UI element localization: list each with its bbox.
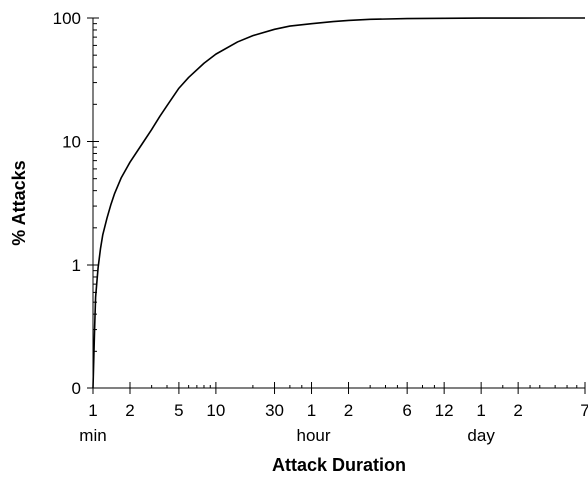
x-tick-label: 5	[174, 401, 183, 420]
x-unit-label: min	[79, 426, 106, 445]
x-tick-label: 30	[265, 401, 284, 420]
y-axis-title: % Attacks	[9, 160, 29, 245]
x-tick-label: 2	[344, 401, 353, 420]
x-axis-title: Attack Duration	[272, 455, 406, 475]
x-unit-label: hour	[297, 426, 331, 445]
y-tick-label: 10	[62, 133, 81, 152]
x-tick-label: 6	[402, 401, 411, 420]
y-tick-label: 1	[72, 256, 81, 275]
x-tick-label: 10	[206, 401, 225, 420]
x-tick-label: 12	[435, 401, 454, 420]
x-unit-label: day	[467, 426, 495, 445]
unit-labels: min hour day	[79, 426, 495, 445]
cdf-line	[92, 17, 585, 389]
y-tick-label: 100	[53, 9, 81, 28]
x-tick-label: 2	[125, 401, 134, 420]
x-tick-label: 2	[513, 401, 522, 420]
axes	[92, 18, 585, 389]
ticks	[87, 17, 586, 394]
x-tick-label: 7	[580, 401, 588, 420]
x-tick-label: 1	[476, 401, 485, 420]
x-tick-label: 1	[307, 401, 316, 420]
y-tick-label: 0	[72, 379, 81, 398]
x-tick-label: 1	[88, 401, 97, 420]
